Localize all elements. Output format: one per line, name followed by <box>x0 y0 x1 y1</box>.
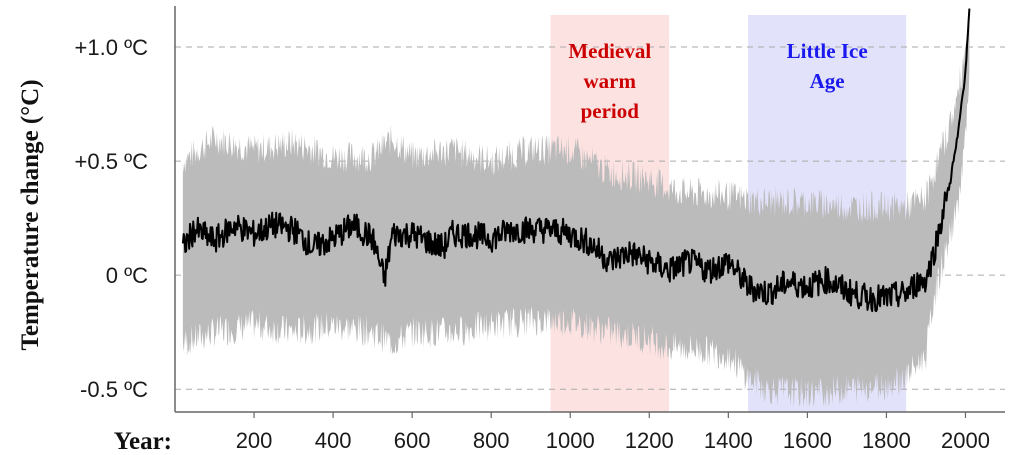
x-tick-label: 600 <box>394 428 431 453</box>
x-tick-label: 1600 <box>783 428 832 453</box>
mean-line-layer <box>181 8 971 313</box>
x-axis-label: Year: <box>114 428 172 455</box>
x-tick-label: 800 <box>473 428 510 453</box>
x-tick-label: 200 <box>236 428 273 453</box>
x-tick-label: 2000 <box>941 428 990 453</box>
y-tick-labels: +1.0 ºC +0.5 ºC 0 ºC -0.5 ºC <box>75 35 149 402</box>
mean-temperature-line <box>181 8 971 313</box>
x-tick-label: 1000 <box>546 428 595 453</box>
period-label: Age <box>810 69 845 93</box>
period-label: period <box>581 99 640 123</box>
x-tick-label: 400 <box>315 428 352 453</box>
axes <box>174 6 1005 413</box>
y-tick-label: 0 ºC <box>106 263 148 288</box>
y-tick-label: -0.5 ºC <box>80 377 148 402</box>
uncertainty-band <box>182 11 970 409</box>
period-label: warm <box>584 69 637 93</box>
y-tick-label: +0.5 ºC <box>75 149 149 174</box>
period-label: Little Ice <box>787 39 868 63</box>
y-axis-label: Temperature change (°C) <box>17 79 44 350</box>
x-tick-labels: 200 400 600 800 1000 1200 1400 1600 1800 2000 <box>236 412 990 453</box>
uncertainty-layer <box>182 11 970 409</box>
y-tick-label: +1.0 ºC <box>75 35 149 60</box>
period-labels: Medieval warm period Little Ice Age <box>568 39 867 123</box>
x-tick-label: 1200 <box>625 428 674 453</box>
x-tick-label: 1800 <box>862 428 911 453</box>
period-label: Medieval <box>568 39 651 63</box>
x-tick-label: 1400 <box>704 428 753 453</box>
